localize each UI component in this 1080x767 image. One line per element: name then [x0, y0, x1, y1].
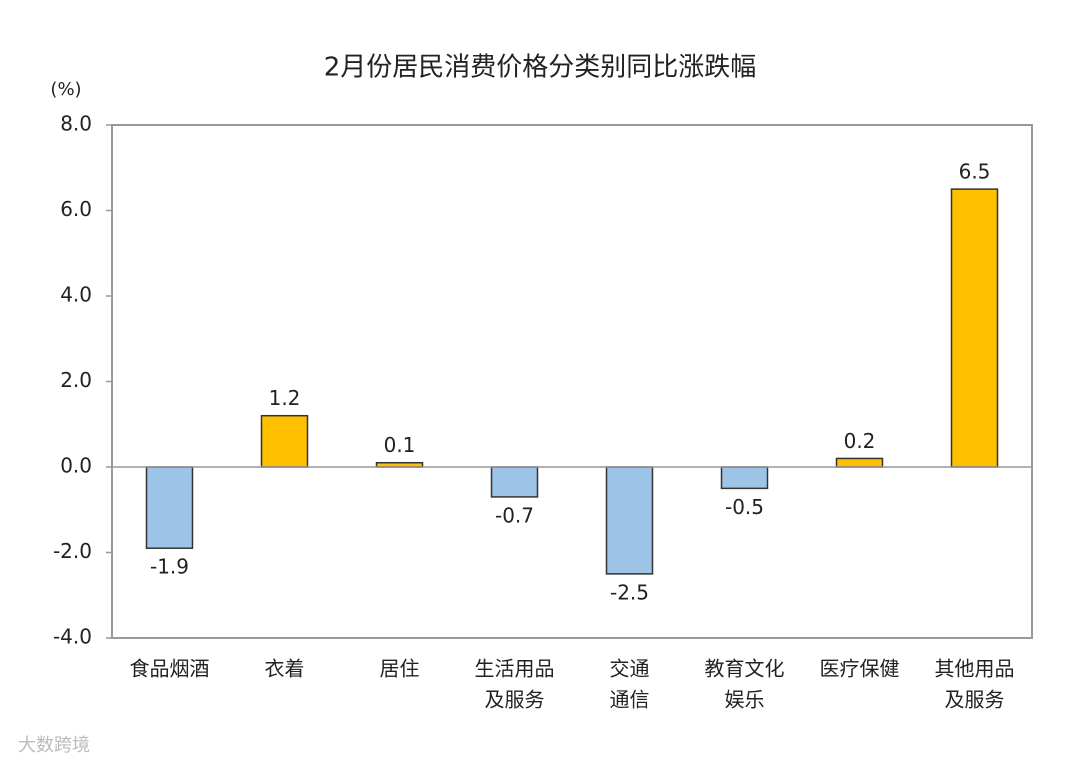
x-tick-label: 衣着 [265, 657, 305, 681]
data-label: -2.5 [610, 580, 649, 604]
y-tick-label: -2.0 [53, 539, 92, 563]
data-label: 0.2 [844, 429, 876, 453]
bar [490, 466, 539, 498]
y-tick-label: 6.0 [60, 197, 92, 221]
x-tick-label: 娱乐 [725, 688, 765, 712]
data-label: -1.9 [150, 555, 189, 579]
x-tick-label: 及服务 [485, 688, 545, 712]
y-tick-label: 8.0 [60, 112, 92, 136]
y-tick-label: 0.0 [60, 454, 92, 478]
y-tick-label: -4.0 [53, 625, 92, 649]
y-tick-label: 4.0 [60, 283, 92, 307]
data-label: -0.7 [495, 503, 534, 527]
bar [950, 188, 999, 468]
x-tick-label: 及服务 [945, 688, 1005, 712]
plot-frame [111, 124, 1033, 639]
bar [260, 414, 309, 468]
y-tick-label: 2.0 [60, 368, 92, 392]
bar [835, 457, 884, 468]
data-label: -0.5 [725, 495, 764, 519]
x-tick-label: 居住 [380, 657, 420, 681]
x-tick-label: 教育文化 [705, 657, 785, 681]
chart-title: 2月份居民消费价格分类别同比涨跌幅 [324, 53, 757, 83]
bar [145, 466, 194, 549]
data-label: 6.5 [959, 160, 991, 184]
data-label: 0.1 [384, 433, 416, 457]
bar [720, 466, 769, 490]
bar [605, 466, 654, 575]
watermark: 大数跨境 [18, 735, 90, 756]
x-tick-label: 医疗保健 [820, 657, 900, 681]
x-tick-label: 交通 [610, 657, 650, 681]
y-unit: (%) [50, 79, 81, 100]
x-tick-label: 通信 [610, 688, 650, 712]
x-tick-label: 食品烟酒 [130, 657, 210, 681]
x-tick-label: 生活用品 [475, 657, 555, 681]
data-label: 1.2 [269, 386, 301, 410]
x-tick-label: 其他用品 [935, 657, 1015, 681]
